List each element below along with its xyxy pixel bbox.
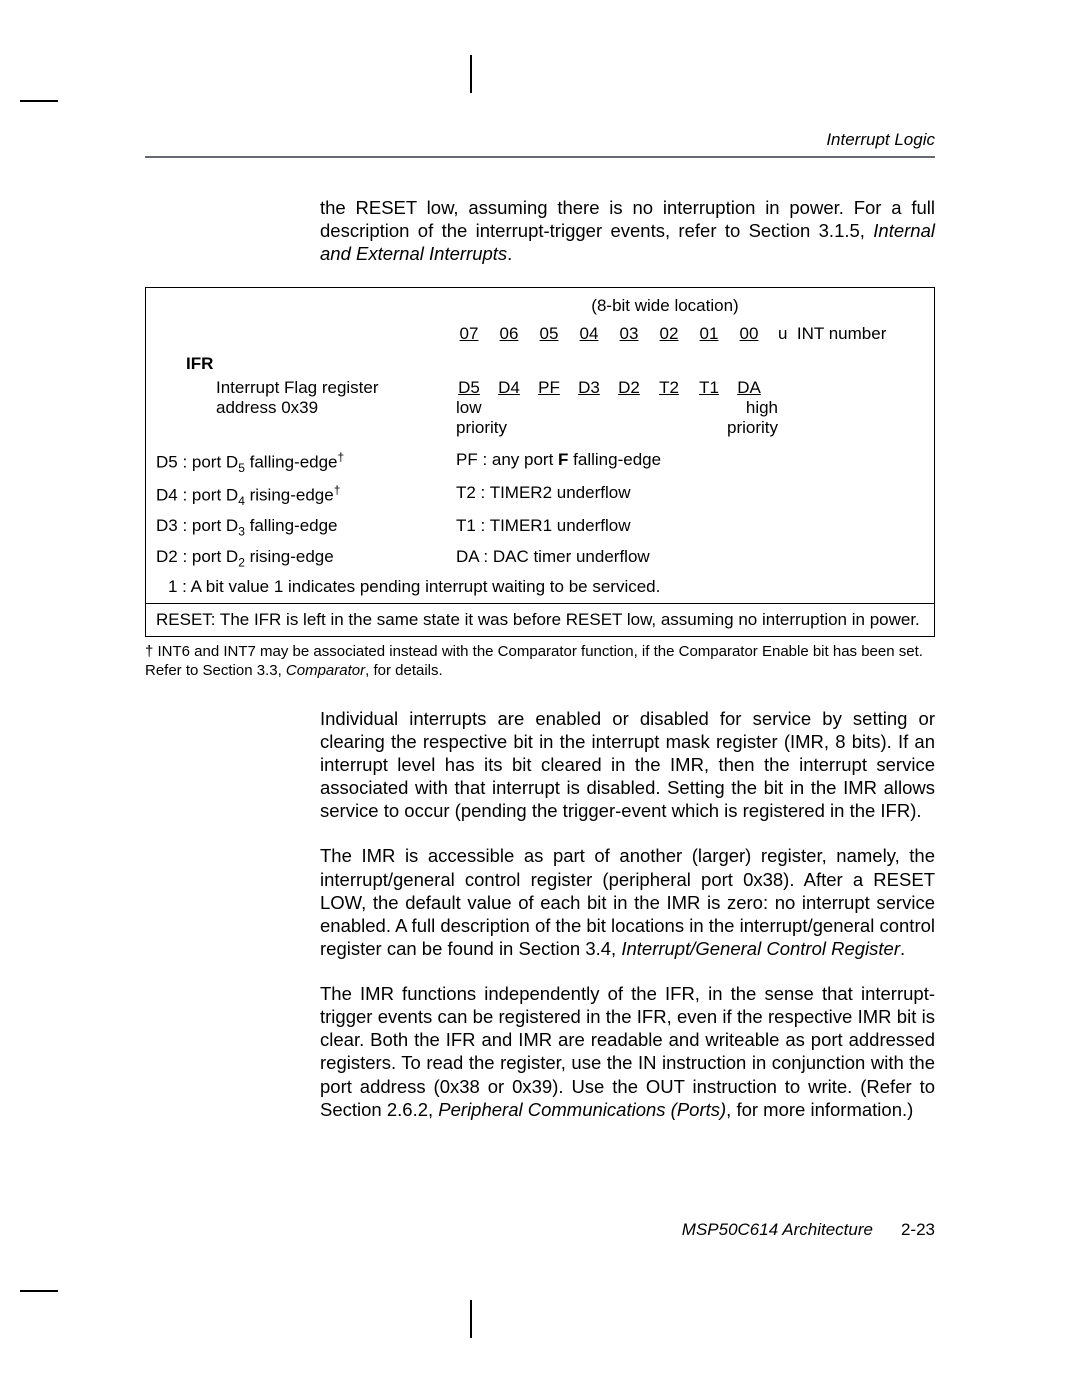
text: , for more information.) — [726, 1099, 913, 1120]
crop-mark — [470, 1300, 472, 1338]
text: the RESET low, assuming there is no inte… — [320, 197, 935, 241]
text: falling-edge — [568, 450, 661, 469]
text: 1 : A bit value 1 indicates pending inte… — [168, 577, 660, 596]
crop-mark — [20, 1290, 58, 1292]
ifr-register-diagram: (8-bit wide location) 07 06 05 04 03 02 … — [145, 287, 935, 637]
paragraph-imr-independent: The IMR functions independently of the I… — [320, 982, 935, 1121]
text: D2 : port D — [156, 547, 238, 566]
bit-name: D3 — [576, 378, 602, 398]
text-italic: Comparator — [286, 662, 365, 679]
bit-num: 04 — [576, 324, 602, 344]
bit-num: 06 — [496, 324, 522, 344]
def-left: D5 : port D5 falling-edge† — [156, 450, 456, 475]
def-left: D3 : port D3 falling-edge — [156, 516, 456, 538]
note-bitvalue: 1 : A bit value 1 indicates pending inte… — [146, 571, 934, 603]
ifr-label-row: IFR — [156, 354, 924, 374]
subscript: 4 — [238, 494, 245, 508]
text: u — [778, 324, 787, 343]
low-priority-label: lowpriority — [456, 398, 507, 438]
page-footer: MSP50C614 Architecture 2-23 — [145, 1220, 935, 1240]
text-italic: Interrupt/General Control Register — [621, 938, 900, 959]
bit-name: D2 — [616, 378, 642, 398]
text: INT number — [797, 324, 886, 343]
bit-definitions: D5 : port D5 falling-edge† PF : any port… — [146, 444, 934, 571]
text: DA : DAC timer underflow — [456, 547, 650, 566]
running-header: Interrupt Logic — [145, 130, 935, 150]
bit-num: 07 — [456, 324, 482, 344]
intro-paragraph: the RESET low, assuming there is no inte… — [320, 196, 935, 265]
int-number-row: 07 06 05 04 03 02 01 00 u INT number — [156, 324, 924, 344]
text: T1 : TIMER1 underflow — [456, 516, 630, 535]
bit-num: 00 — [736, 324, 762, 344]
bit-name: D5 — [456, 378, 482, 398]
dagger: † — [338, 450, 345, 464]
bit-width-caption: (8-bit wide location) — [406, 296, 924, 316]
bit-name-cells: D5 D4 PF D3 D2 T2 T1 DA — [456, 378, 778, 398]
text: D3 : port D — [156, 516, 238, 535]
text: T2 : TIMER2 underflow — [456, 483, 630, 502]
footer-page-number: 2-23 — [901, 1220, 935, 1239]
crop-mark — [20, 100, 58, 102]
bit-name: D4 — [496, 378, 522, 398]
def-right: T1 : TIMER1 underflow — [456, 516, 924, 538]
text-italic: Peripheral Communications (Ports) — [438, 1099, 726, 1120]
ifr-heading: IFR — [186, 354, 213, 373]
bit-num: 03 — [616, 324, 642, 344]
def-right: PF : any port F falling-edge — [456, 450, 924, 475]
text: falling-edge — [245, 516, 338, 535]
high-priority-label: highpriority — [727, 398, 778, 438]
bit-name-row: Interrupt Flag register address 0x39 D5 … — [156, 378, 924, 438]
crop-mark — [470, 55, 472, 93]
note-reset: RESET: The IFR is left in the same state… — [146, 603, 934, 636]
text: † INT6 and INT7 may be associated instea… — [145, 643, 923, 679]
text: D5 : port D — [156, 453, 238, 472]
bit-name: DA — [736, 378, 762, 398]
paragraph-imr-access: The IMR is accessible as part of another… — [320, 844, 935, 960]
text: . — [900, 938, 905, 959]
text: rising-edge — [245, 486, 334, 505]
page-content: Interrupt Logic the RESET low, assuming … — [145, 130, 935, 1143]
text: falling-edge — [245, 453, 338, 472]
ifr-desc-2: address 0x39 — [216, 398, 456, 418]
bit-num: 01 — [696, 324, 722, 344]
paragraph-imr-enable: Individual interrupts are enabled or dis… — [320, 707, 935, 823]
dagger: † — [334, 483, 341, 497]
bit-num: 02 — [656, 324, 682, 344]
bit-name: T2 — [656, 378, 682, 398]
text: . — [507, 243, 512, 264]
ifr-desc-1: Interrupt Flag register — [216, 378, 456, 398]
bit-name: T1 — [696, 378, 722, 398]
text-bold: F — [558, 450, 568, 469]
bit-num: 05 — [536, 324, 562, 344]
def-right: DA : DAC timer underflow — [456, 547, 924, 569]
def-left: D4 : port D4 rising-edge† — [156, 483, 456, 508]
int-number-cells: 07 06 05 04 03 02 01 00 — [456, 324, 762, 344]
text: , for details. — [365, 662, 443, 679]
def-right: T2 : TIMER2 underflow — [456, 483, 924, 508]
text: rising-edge — [245, 547, 334, 566]
dagger-footnote: † INT6 and INT7 may be associated instea… — [145, 643, 935, 681]
header-rule — [145, 156, 935, 158]
int-number-label: u INT number — [778, 324, 886, 344]
bit-name: PF — [536, 378, 562, 398]
subscript: 5 — [238, 461, 245, 475]
text: PF : any port — [456, 450, 558, 469]
def-left: D2 : port D2 rising-edge — [156, 547, 456, 569]
text: D4 : port D — [156, 486, 238, 505]
subscript: 2 — [238, 555, 245, 569]
subscript: 3 — [238, 525, 245, 539]
footer-doc-title: MSP50C614 Architecture — [682, 1220, 873, 1239]
